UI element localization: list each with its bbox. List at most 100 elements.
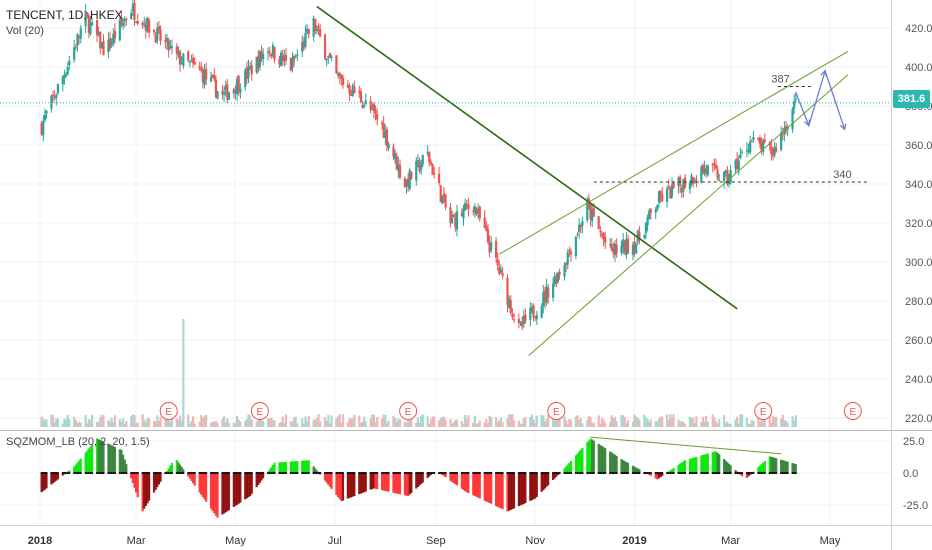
- momentum-bar: [496, 473, 499, 507]
- candle-body: [439, 185, 442, 203]
- volume-bar: [555, 416, 558, 427]
- volume-bar: [77, 421, 81, 427]
- candle-body: [100, 42, 103, 49]
- candle-body: [226, 84, 229, 100]
- momentum-bar: [102, 441, 105, 473]
- candle-body: [558, 271, 561, 275]
- candle-body: [175, 46, 178, 54]
- momentum-bar: [553, 473, 556, 479]
- squeeze-dot: [604, 471, 607, 475]
- volume-bar: [255, 422, 258, 427]
- candle-body: [130, 13, 133, 20]
- candle-body: [294, 56, 297, 58]
- candle-body: [657, 191, 661, 203]
- candle-body: [669, 187, 672, 199]
- momentum-bar: [364, 473, 367, 492]
- volume-bar: [508, 414, 511, 427]
- candle-body: [335, 55, 338, 74]
- volume-bar: [294, 416, 297, 427]
- volume-bar: [483, 422, 486, 427]
- volume-bar: [586, 419, 589, 427]
- volume-bar: [325, 420, 328, 427]
- candle-body: [472, 210, 475, 212]
- volume-bar: [257, 415, 260, 427]
- symbol-title[interactable]: TENCENT, 1D, HKEX: [6, 8, 123, 22]
- volume-bar: [382, 414, 385, 427]
- volume-legend[interactable]: Vol (20): [6, 25, 44, 37]
- candle-body: [209, 77, 213, 82]
- momentum-bar: [793, 463, 796, 473]
- momentum-bar: [227, 473, 231, 511]
- volume-bar: [341, 414, 345, 427]
- candle-body: [340, 75, 343, 79]
- momentum-bar: [692, 457, 695, 473]
- volume-bar: [429, 419, 433, 427]
- volume-bar: [157, 420, 161, 427]
- candle-body: [392, 146, 395, 157]
- candle-body: [692, 177, 695, 184]
- candle-body: [136, 21, 139, 24]
- momentum-bar: [200, 473, 203, 495]
- candle-body: [45, 110, 48, 114]
- volume-bar: [734, 419, 737, 427]
- squeeze-dot: [752, 471, 755, 475]
- candle-body: [752, 137, 755, 140]
- momentum-bar: [522, 473, 525, 504]
- channel-lower-line: [528, 74, 849, 356]
- squeeze-dot: [775, 471, 778, 475]
- momentum-bar: [335, 473, 338, 496]
- volume-bar: [387, 420, 390, 427]
- momentum-bar: [661, 473, 664, 477]
- squeeze-dot: [638, 471, 641, 475]
- momentum-bar: [100, 440, 103, 473]
- volume-bar: [551, 414, 555, 427]
- volume-bar: [79, 422, 82, 427]
- earnings-marker: [843, 402, 862, 420]
- momentum-bar: [688, 458, 692, 473]
- candle-body: [791, 108, 794, 130]
- volume-bar: [781, 414, 784, 427]
- candle-body: [545, 286, 548, 303]
- candle-body: [478, 206, 481, 219]
- candle-body: [190, 60, 193, 62]
- price-tick-label: 220.0: [905, 413, 932, 425]
- volume-bar: [452, 421, 455, 427]
- candle-body: [353, 87, 356, 94]
- volume-bar: [380, 418, 384, 427]
- volume-bar: [270, 417, 273, 427]
- candle-body: [125, 18, 128, 21]
- momentum-bar: [56, 473, 60, 480]
- candle-body: [369, 100, 372, 111]
- candle-body: [442, 193, 446, 196]
- indicator-legend[interactable]: SQZMOM_LB (20, 2, 20, 1.5): [6, 436, 150, 448]
- squeeze-dot: [193, 471, 196, 475]
- momentum-bar: [120, 449, 123, 473]
- momentum-bar: [249, 473, 252, 497]
- volume-bar: [592, 422, 595, 427]
- momentum-bar: [152, 473, 156, 493]
- candle-body: [649, 208, 652, 213]
- candle-body: [646, 217, 649, 226]
- momentum-bar: [306, 460, 309, 473]
- candle-body: [102, 41, 105, 56]
- candle-body: [159, 29, 162, 41]
- candle-body: [200, 68, 203, 71]
- candle-body: [121, 22, 125, 26]
- volume-bar: [97, 421, 100, 427]
- volume-bar: [757, 417, 760, 427]
- momentum-tick-label: 0.0: [903, 468, 918, 480]
- volume-bar: [692, 418, 695, 427]
- candle-body: [317, 26, 320, 29]
- candle-body: [234, 91, 237, 93]
- momentum-bar: [714, 451, 718, 473]
- volume-bar: [486, 423, 490, 427]
- candle-body: [193, 61, 196, 65]
- candle-body: [431, 164, 434, 175]
- squeeze-dot: [478, 471, 481, 475]
- volume-bar: [475, 423, 478, 427]
- volume-bar: [784, 420, 788, 427]
- momentum-bar: [222, 473, 226, 514]
- volume-bar: [501, 422, 504, 427]
- volume-bar: [649, 419, 652, 427]
